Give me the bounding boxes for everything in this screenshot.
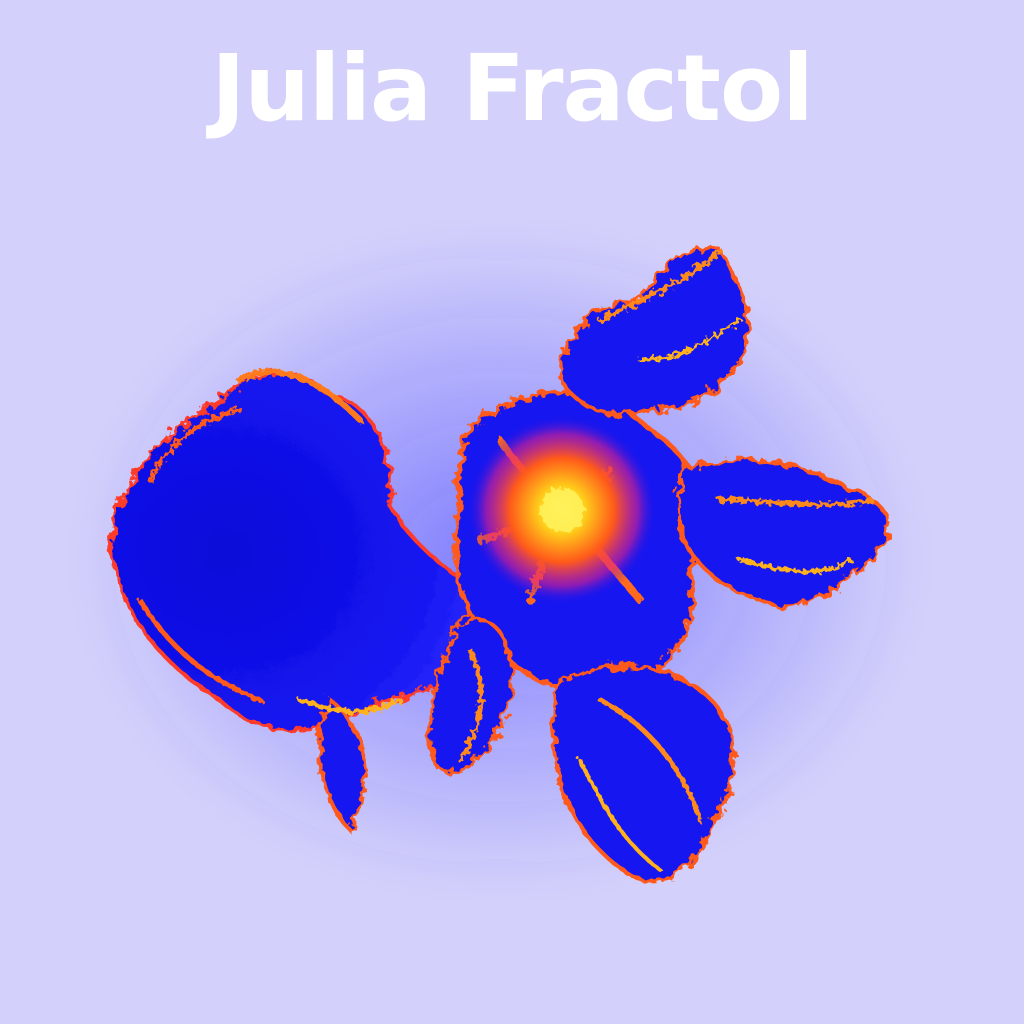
page-title: Julia Fractol bbox=[211, 35, 814, 142]
fractal-core-center bbox=[540, 488, 584, 532]
fractal-left-lobe bbox=[107, 371, 503, 834]
